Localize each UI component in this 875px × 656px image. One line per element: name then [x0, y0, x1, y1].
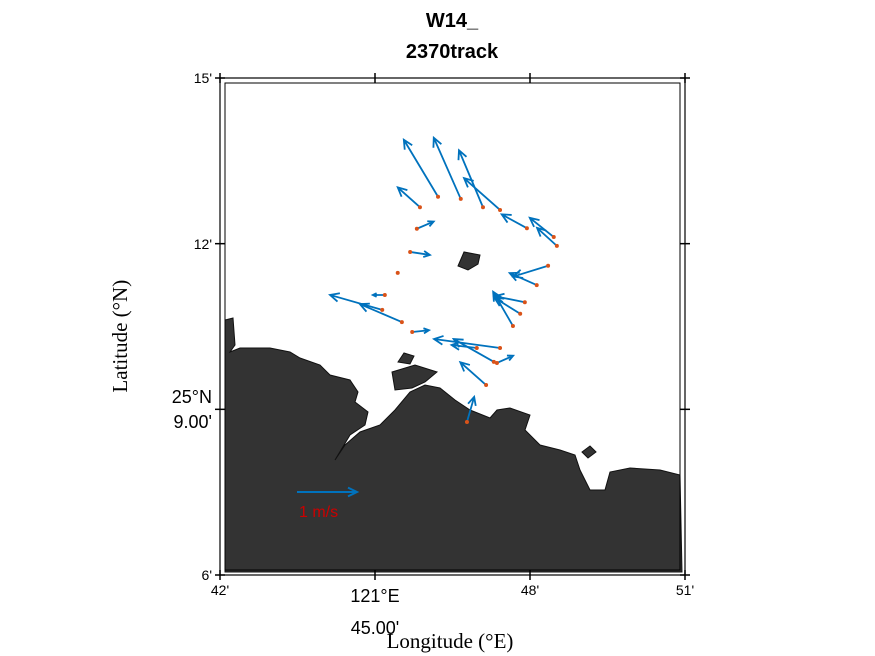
station-point [380, 307, 385, 312]
station-point [498, 207, 503, 212]
velocity-arrow [451, 338, 495, 363]
station-point [498, 346, 503, 351]
land [224, 251, 683, 573]
x-axis-label: Longitude (°E) [386, 629, 514, 653]
x-tick-label: 48' [520, 582, 540, 598]
station-point [494, 360, 499, 365]
velocity-arrow [499, 213, 528, 229]
y-tick-label: 25°N 9.00' [171, 387, 212, 432]
velocity-arrow [431, 335, 501, 349]
velocity-arrow [416, 220, 436, 230]
station-point [518, 311, 523, 316]
velocity-arrow [507, 271, 538, 286]
y-tick-label: 12' [193, 235, 212, 252]
station-point [484, 383, 489, 388]
island [397, 352, 415, 365]
station-point [480, 205, 485, 210]
station-point [410, 330, 415, 335]
station-point [417, 205, 422, 210]
station-point [491, 359, 496, 364]
y-tick-label: 6' [201, 567, 212, 583]
velocity-arrow [535, 226, 558, 247]
station-point [464, 420, 469, 425]
velocity-arrow [457, 148, 484, 208]
station-point [551, 235, 556, 240]
velocity-arrow [396, 186, 421, 208]
station-point [458, 196, 463, 201]
velocity-arrow [458, 360, 487, 386]
station-point [408, 249, 413, 254]
chart-title: W14_ 2370track [405, 10, 499, 63]
x-tick-label: 51' [675, 582, 695, 598]
scale-arrow [297, 486, 360, 498]
island [391, 364, 439, 391]
station-point [399, 320, 404, 325]
x-tick-label: 42' [210, 582, 230, 598]
velocity-arrow [328, 292, 383, 311]
x-tick-label: 121°E 45.00' [350, 586, 400, 638]
station-point [522, 300, 527, 305]
station-point [474, 346, 479, 351]
station-point [395, 270, 400, 275]
scale-label: 1 m/s [299, 504, 338, 521]
station-point [414, 226, 419, 231]
frame [219, 77, 686, 576]
velocity-arrow [412, 327, 432, 335]
velocity-arrow [357, 302, 403, 323]
velocity-arrow [466, 394, 477, 423]
station-point [554, 243, 559, 248]
station-point [382, 293, 387, 298]
station-point [436, 194, 441, 199]
y-tick-label: 15' [193, 70, 212, 86]
island [457, 251, 481, 271]
frame-inner [224, 82, 681, 571]
station-point [534, 283, 539, 288]
velocity-arrow [432, 135, 462, 200]
island [581, 445, 597, 459]
velocity-arrow [492, 292, 526, 304]
station-point [546, 263, 551, 268]
velocity-arrow [462, 176, 501, 211]
velocity-arrow [409, 250, 432, 258]
velocity-arrow [528, 216, 555, 238]
velocity-arrow [402, 137, 439, 198]
station-point [510, 323, 515, 328]
velocity-arrow [496, 354, 516, 364]
station-point [524, 226, 529, 231]
velocity-arrow [449, 341, 477, 351]
coastline [224, 317, 683, 573]
